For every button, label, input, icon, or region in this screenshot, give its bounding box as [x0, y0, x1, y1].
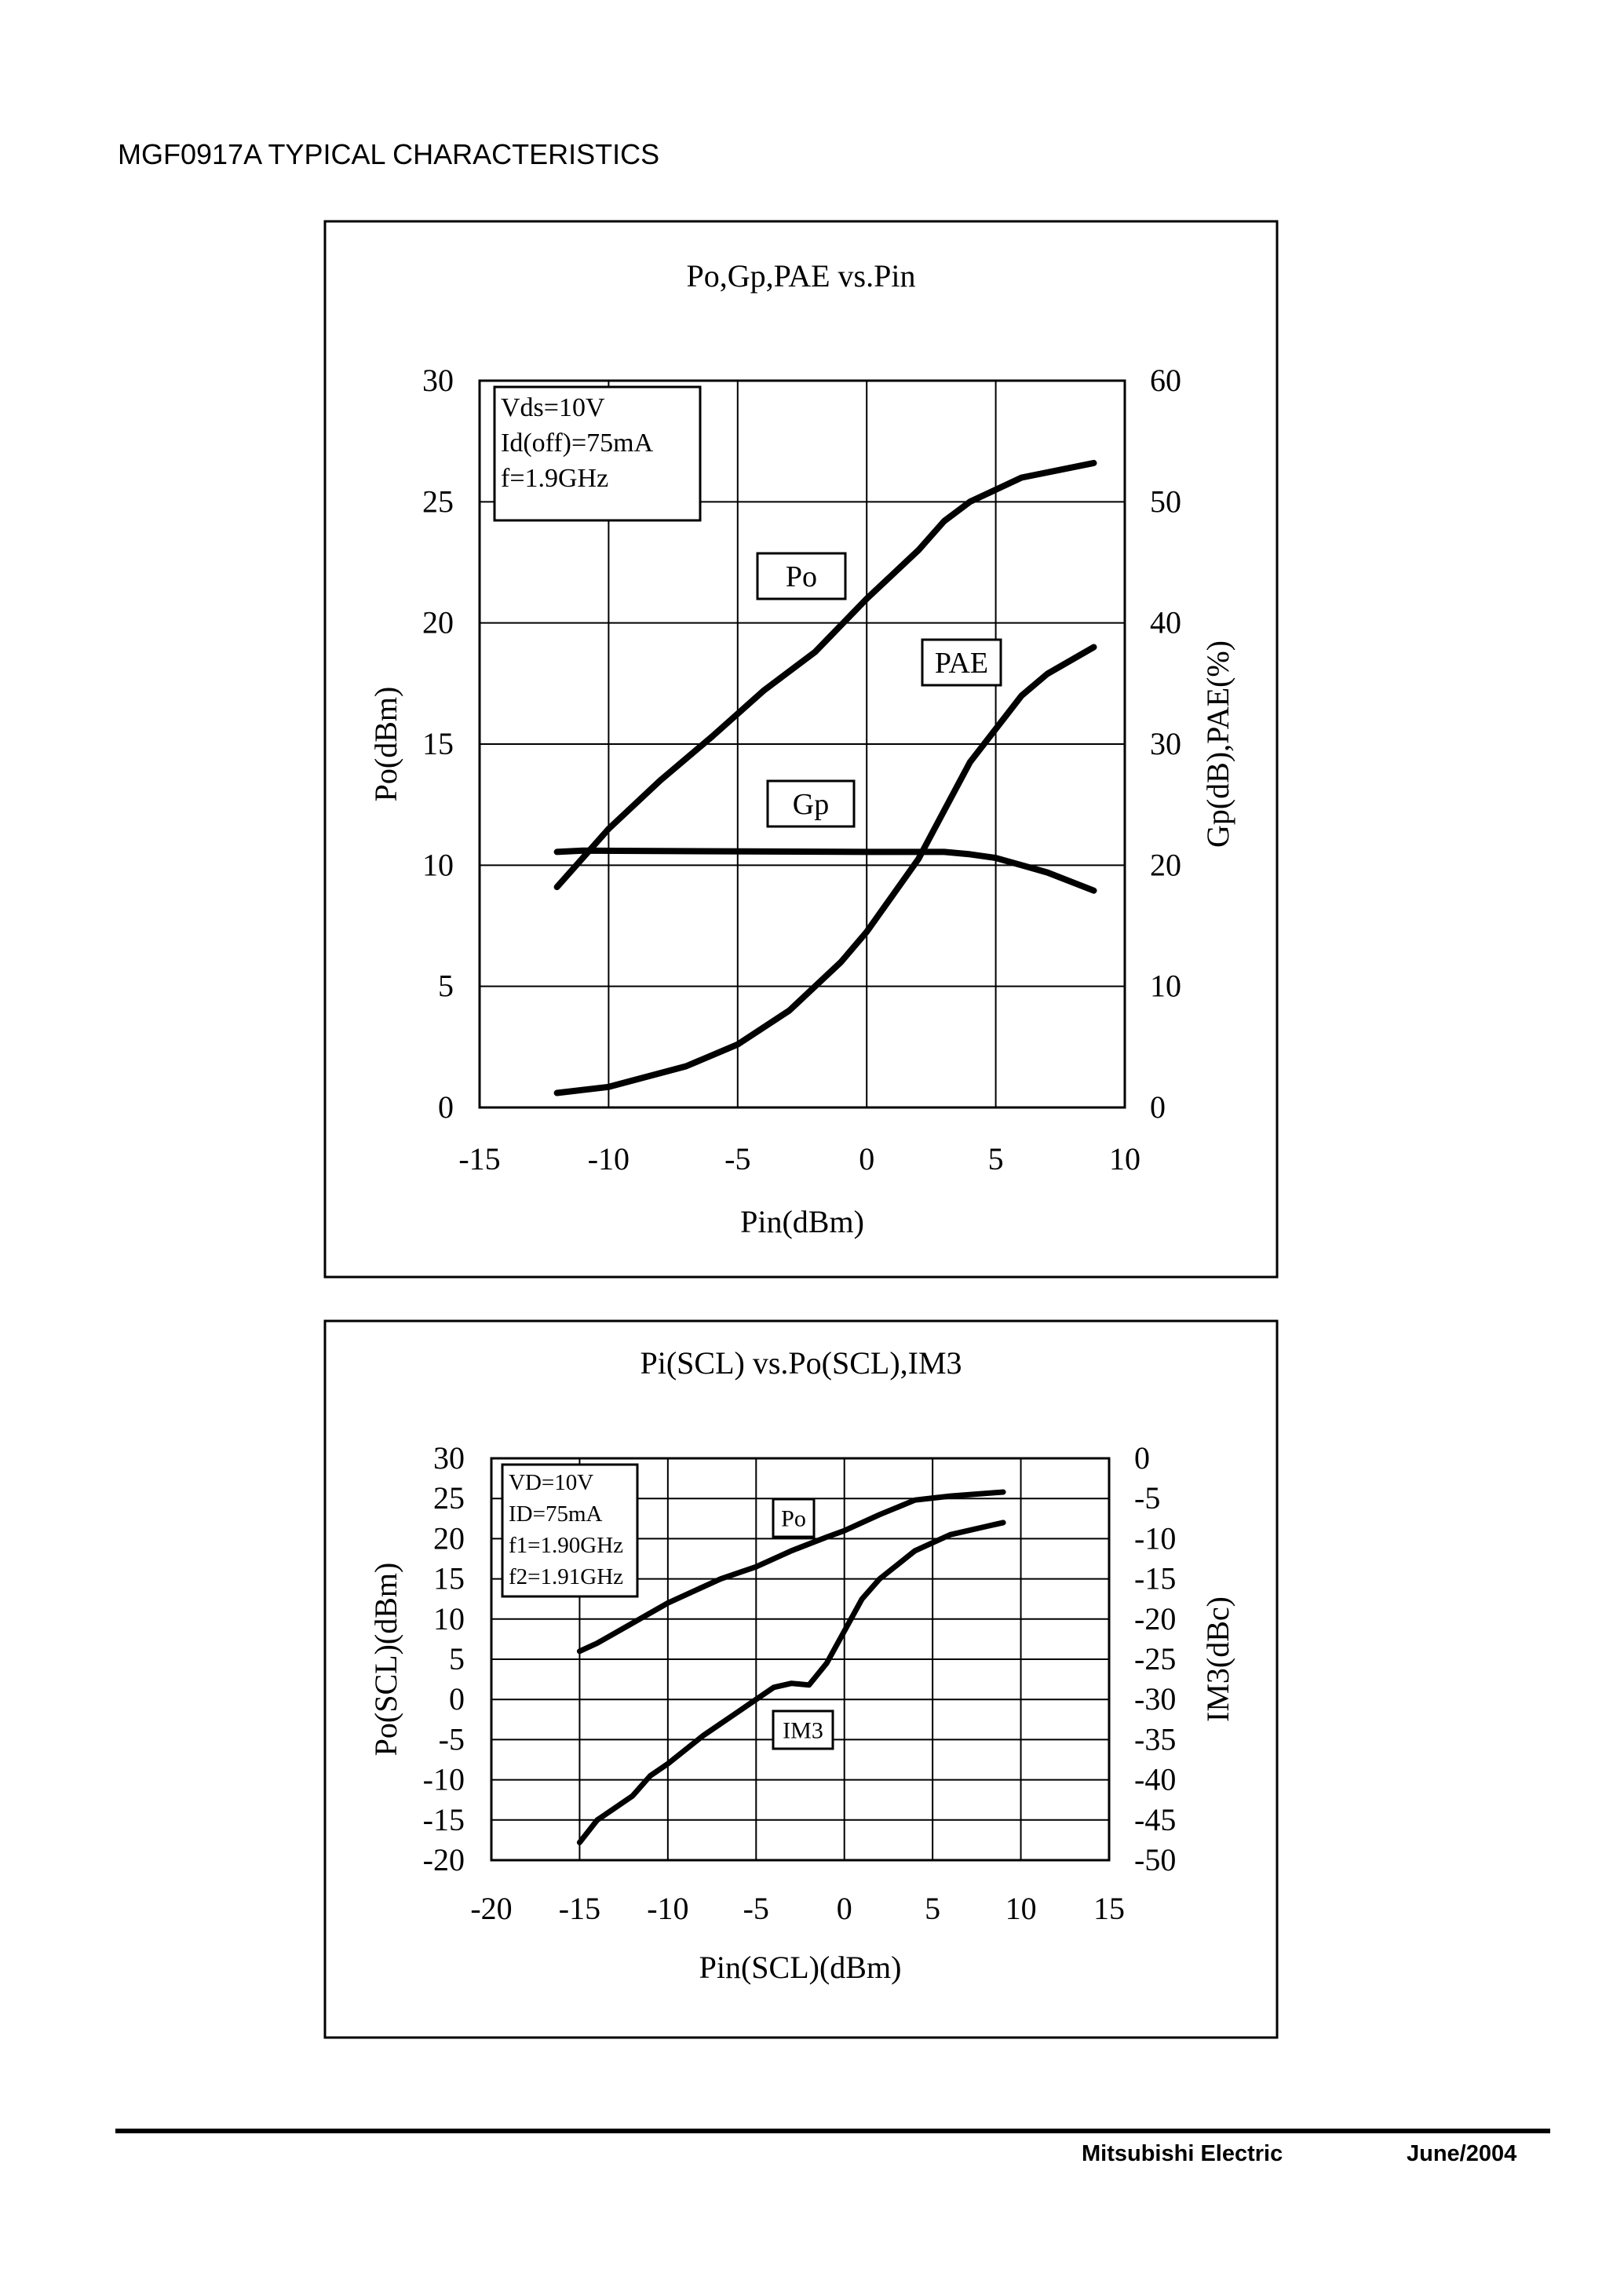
chart-1: Po,Gp,PAE vs.Pin -15 -10 -5 0 5 10 0 5 10 15 20 25 30… [323, 220, 1279, 1279]
chart-title: Po,Gp,PAE vs.Pin [687, 258, 916, 294]
y-tick-label: 5 [449, 1641, 465, 1677]
chart-frame [323, 220, 1279, 1279]
y-tick-label: -15 [423, 1802, 465, 1837]
y2-tick-label: -30 [1134, 1681, 1176, 1717]
y2-tick-label: -35 [1134, 1721, 1176, 1757]
x-tick-label: 5 [925, 1891, 940, 1926]
conditions-box [493, 385, 702, 522]
y2-tick-label: -40 [1134, 1762, 1176, 1797]
x-tick-label: -15 [559, 1891, 600, 1926]
series-label: Po [786, 560, 817, 593]
condition-text: f1=1.90GHz [509, 1533, 623, 1558]
y2-tick-label: -5 [1134, 1480, 1160, 1516]
y2-tick-label: 60 [1150, 363, 1181, 398]
y-tick-label: 10 [433, 1601, 465, 1636]
series-label: Po [781, 1506, 806, 1532]
series-label-box [766, 779, 856, 828]
series-line-po [553, 459, 1097, 891]
chart-frame [323, 1319, 1279, 2039]
y-tick-label: 30 [422, 363, 454, 398]
y2-tick-label: 50 [1150, 483, 1181, 519]
series-label-box [921, 638, 1002, 687]
series-label: IM3 [783, 1718, 823, 1744]
x-tick-label: 0 [859, 1141, 874, 1177]
y2-tick-label: 40 [1150, 605, 1181, 640]
y2-tick-label: 0 [1134, 1440, 1150, 1476]
condition-text: Id(off)=75mA [501, 429, 654, 458]
series-label: Gp [793, 788, 829, 821]
series-line-gp [553, 847, 1097, 894]
plot-area [490, 1457, 1111, 1862]
x-tick-label: 15 [1093, 1891, 1125, 1926]
x-tick-label: -10 [588, 1141, 630, 1177]
condition-text: VD=10V [509, 1470, 593, 1495]
x-tick-label: -15 [458, 1141, 500, 1177]
x-tick-label: 10 [1109, 1141, 1140, 1177]
y-tick-label: 0 [438, 1089, 454, 1125]
x-tick-label: -10 [647, 1891, 688, 1926]
x-tick-label: -20 [470, 1891, 512, 1926]
y-tick-label: 25 [433, 1480, 465, 1516]
condition-text: f2=1.91GHz [509, 1564, 623, 1589]
series-label-box [756, 552, 847, 600]
y2-tick-label: 30 [1150, 726, 1181, 761]
y-tick-label: 15 [422, 726, 454, 761]
y2-tick-label: 10 [1150, 969, 1181, 1004]
y2-tick-label: -25 [1134, 1641, 1176, 1677]
chart-title: Pi(SCL) vs.Po(SCL),IM3 [640, 1345, 962, 1381]
y2-tick-label: -50 [1134, 1842, 1176, 1877]
plot-area [478, 379, 1126, 1109]
footer-date: June/2004 [1407, 2141, 1517, 2166]
footer-divider [115, 2129, 1550, 2133]
document-title: MGF0917A TYPICAL CHARACTERISTICS [118, 138, 660, 170]
y-tick-label: 25 [422, 483, 454, 519]
y-tick-label: 15 [433, 1561, 465, 1596]
series-label-box [772, 1498, 816, 1538]
footer-company: Mitsubishi Electric [1082, 2141, 1283, 2166]
y-tick-label: 30 [433, 1440, 465, 1476]
series-label: PAE [935, 647, 988, 680]
y-tick-label: 20 [422, 605, 454, 640]
conditions-box [501, 1463, 639, 1598]
y-tick-label: 5 [438, 969, 454, 1004]
y2-axis-label: IM3(dBc) [1200, 1596, 1235, 1722]
y2-tick-label: -15 [1134, 1561, 1176, 1596]
y2-tick-label: -20 [1134, 1601, 1176, 1636]
condition-text: Vds=10V [501, 393, 605, 422]
y2-tick-label: -45 [1134, 1802, 1176, 1837]
x-tick-label: 5 [988, 1141, 1004, 1177]
chart-2: Pi(SCL) vs.Po(SCL),IM3-20 -15 -10 -5 0 5 10 15-… [323, 1319, 1279, 2039]
x-tick-label: -5 [743, 1891, 769, 1926]
x-tick-label: -5 [724, 1141, 750, 1177]
y-tick-label: -10 [423, 1762, 465, 1797]
series-line-pae [553, 644, 1097, 1096]
y-tick-label: -5 [439, 1721, 465, 1757]
x-axis-label: Pin(dBm) [740, 1204, 864, 1239]
y2-tick-label: -10 [1134, 1520, 1176, 1556]
y-axis-label: Po(SCL)(dBm) [368, 1563, 403, 1757]
x-tick-label: 0 [837, 1891, 852, 1926]
series-label-box [772, 1709, 834, 1750]
series-line-po [576, 1489, 1006, 1655]
y-axis-label: Po(dBm) [368, 687, 403, 802]
y-tick-label: 0 [449, 1681, 465, 1717]
y-tick-label: 20 [433, 1520, 465, 1556]
x-tick-label: 10 [1005, 1891, 1037, 1926]
y-tick-label: 10 [422, 847, 454, 882]
condition-text: f=1.9GHz [501, 464, 608, 493]
condition-text: ID=75mA [509, 1501, 603, 1527]
y2-tick-label: 0 [1150, 1089, 1166, 1125]
series-line-im3 [576, 1520, 1006, 1845]
y2-tick-label: 20 [1150, 847, 1181, 882]
y-tick-label: -20 [423, 1842, 465, 1877]
y2-axis-label: Gp(dB),PAE(%) [1200, 640, 1235, 848]
x-axis-label: Pin(SCL)(dBm) [699, 1950, 902, 1985]
